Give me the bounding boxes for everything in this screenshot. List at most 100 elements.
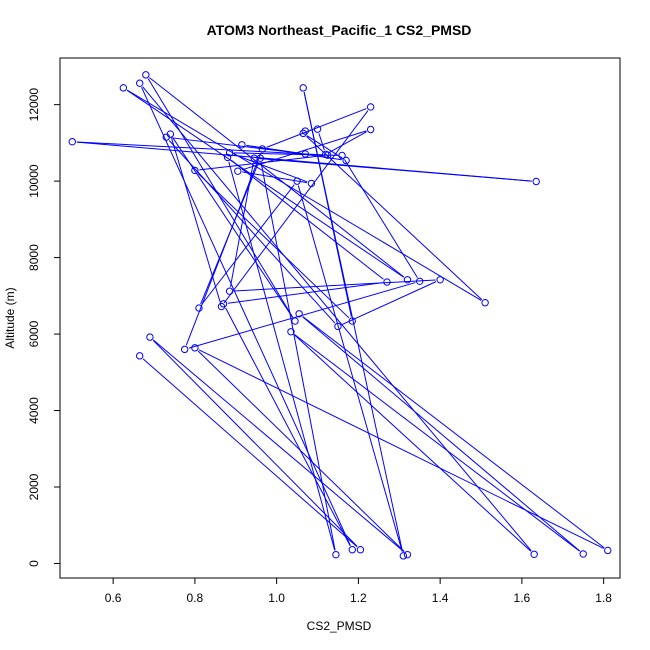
data-point	[348, 546, 356, 554]
data-point	[399, 552, 408, 560]
data-point	[301, 150, 309, 158]
y-tick-label: 10000	[27, 164, 41, 198]
data-point	[225, 149, 234, 157]
data-point	[356, 546, 365, 554]
data-point	[321, 150, 330, 159]
series-segment	[147, 78, 294, 318]
data-point	[299, 129, 307, 138]
series-segment	[343, 159, 418, 278]
data-point	[366, 125, 375, 134]
series-segment	[234, 152, 338, 156]
data-point	[313, 125, 322, 133]
data-point	[416, 277, 424, 285]
series-segment	[306, 135, 343, 159]
series-points	[68, 71, 612, 560]
x-tick-label: 0.8	[187, 591, 204, 605]
data-point	[191, 344, 199, 352]
chart-title: ATOM3 Northeast_Pacific_1 CS2_PMSD	[207, 22, 472, 38]
series-segment	[223, 110, 369, 304]
x-axis-label: CS2_PMSD	[307, 619, 372, 633]
data-point	[342, 156, 350, 165]
data-point	[348, 317, 356, 325]
data-point	[293, 177, 301, 185]
series-segment	[153, 339, 405, 553]
plot-frame	[59, 57, 621, 579]
series-segment	[76, 141, 324, 156]
series-segment	[198, 349, 604, 549]
data-point	[223, 153, 232, 162]
series-segment	[225, 307, 351, 546]
series-lines	[76, 77, 605, 553]
x-tick-label: 1.0	[268, 591, 285, 605]
x-tick-label: 1.2	[350, 591, 367, 605]
series-segment	[242, 171, 308, 184]
data-point	[166, 130, 175, 138]
x-tick-label: 1.8	[595, 591, 612, 605]
data-point	[604, 546, 612, 555]
data-point	[481, 299, 489, 307]
series-segment	[306, 136, 483, 301]
data-point	[403, 550, 412, 559]
series-segment	[228, 161, 336, 551]
series-segment	[294, 334, 580, 552]
series-segment	[260, 162, 336, 551]
series-segment	[230, 159, 384, 280]
data-point	[366, 103, 375, 111]
data-point	[136, 79, 144, 87]
y-tick-label: 0	[27, 560, 41, 567]
data-point	[195, 304, 203, 312]
data-point	[180, 345, 189, 354]
data-point	[238, 141, 246, 149]
series-segment	[201, 184, 295, 305]
series-segment	[199, 155, 324, 171]
data-point	[307, 179, 316, 188]
data-point	[436, 276, 444, 284]
series-segment	[302, 316, 605, 549]
y-tick-label: 6000	[27, 320, 41, 347]
data-point	[191, 166, 199, 175]
data-point	[142, 71, 150, 79]
y-tick-label: 12000	[27, 88, 41, 122]
y-axis-label: Altitude (m)	[3, 287, 17, 348]
series-segment	[233, 153, 308, 183]
series-segment	[171, 138, 221, 303]
series-segment	[126, 89, 404, 278]
data-point	[532, 177, 540, 186]
series-segment	[241, 130, 367, 171]
data-point	[119, 84, 128, 92]
series-segment	[197, 173, 350, 319]
data-point	[338, 151, 346, 160]
series-segment	[185, 153, 262, 346]
x-tick-label: 0.6	[105, 591, 122, 605]
x-tick-label: 1.4	[432, 591, 449, 605]
data-point	[530, 550, 538, 558]
data-point	[299, 84, 307, 92]
series-segment	[141, 87, 351, 546]
series-segment	[152, 339, 358, 547]
data-point	[334, 322, 342, 331]
y-tick-label: 2000	[27, 473, 41, 500]
data-point	[579, 550, 587, 558]
data-point	[68, 138, 76, 146]
series-segment	[258, 158, 532, 182]
data-point	[291, 317, 299, 325]
series-segment	[318, 133, 325, 151]
series-segment	[297, 185, 403, 552]
data-point	[258, 145, 267, 153]
data-point	[136, 352, 144, 360]
data-point	[332, 550, 340, 559]
series-segment	[302, 316, 581, 552]
series-segment	[293, 334, 532, 552]
y-axis: 0 2000 4000 6000 8000 10000 12000	[27, 88, 60, 567]
data-point	[403, 276, 412, 284]
series-segment	[234, 279, 436, 292]
series-segment	[168, 140, 336, 324]
data-point	[295, 310, 303, 318]
series-segment	[142, 358, 358, 548]
series-segment	[266, 108, 367, 148]
x-axis: 0.6 0.8 1.0 1.2 1.4 1.6 1.8	[105, 578, 612, 605]
series-segment	[227, 282, 383, 304]
series-segment	[329, 131, 367, 153]
series-segment	[341, 281, 437, 325]
